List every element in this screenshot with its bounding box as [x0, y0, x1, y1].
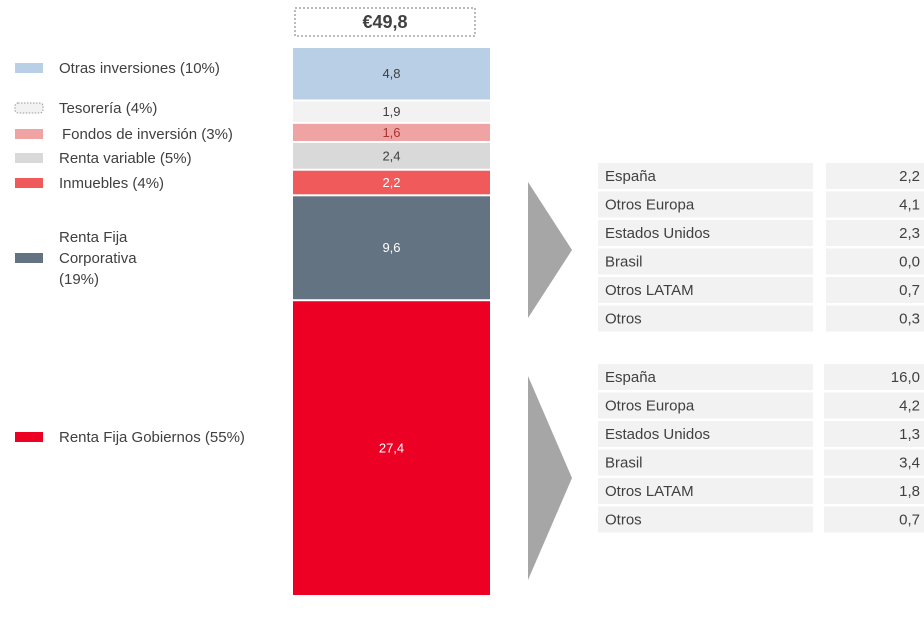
table-value: 3,4 — [899, 454, 920, 471]
table-cell — [598, 220, 813, 246]
legend-swatch — [15, 153, 43, 163]
table-label: Brasil — [605, 454, 643, 471]
legend-label: Fondos de inversión (3%) — [62, 125, 233, 143]
table-value: 2,2 — [899, 168, 920, 185]
table-cell — [824, 364, 924, 390]
table-label: Otros LATAM — [605, 483, 694, 500]
table-cell — [824, 392, 924, 419]
table-label: Otros LATAM — [605, 282, 694, 299]
legend-swatch — [15, 178, 43, 188]
table-label: Otros Europa — [605, 196, 695, 213]
table-cell — [826, 305, 924, 332]
table-label: Estados Unidos — [605, 426, 710, 443]
data-label: 1,9 — [382, 104, 400, 119]
table-value: 2,3 — [899, 225, 920, 242]
table-cell — [598, 506, 813, 533]
legend-swatch — [15, 253, 43, 263]
bar-segment — [293, 48, 490, 100]
table-label: Estados Unidos — [605, 225, 710, 242]
data-label: 27,4 — [379, 441, 404, 456]
bar-segment — [293, 301, 490, 595]
bar-segment — [293, 196, 490, 300]
table-cell — [826, 248, 924, 275]
legend-swatch — [15, 129, 43, 139]
legend-label: Renta Fija Gobiernos (55%) — [59, 428, 245, 446]
legend-label: Tesorería (4%) — [59, 99, 158, 117]
table-value: 1,3 — [899, 426, 920, 443]
legend-swatch — [15, 63, 43, 73]
data-label: 1,6 — [382, 125, 400, 140]
legend-label: Renta variable (5%) — [59, 149, 192, 167]
table-cell — [826, 277, 924, 303]
table-label: Otros Europa — [605, 397, 695, 414]
legend-label: Renta Fija Corporativa (19%) — [59, 228, 137, 288]
table-cell — [824, 421, 924, 447]
legend-label: Inmuebles (4%) — [59, 174, 165, 192]
data-label: 4,8 — [382, 66, 400, 81]
table-cell — [826, 191, 924, 218]
table-cell — [598, 478, 813, 504]
table-cell — [598, 277, 813, 303]
table-cell — [824, 478, 924, 504]
table-cell — [824, 449, 924, 476]
table-cell — [598, 449, 813, 476]
table-label: Otros — [605, 511, 642, 528]
table-cell — [826, 220, 924, 246]
legend-swatch — [15, 432, 43, 442]
table-cell — [826, 163, 924, 189]
table-value: 0,7 — [899, 282, 920, 299]
table-value: 0,3 — [899, 310, 920, 327]
data-label: 2,4 — [382, 148, 400, 163]
arrow — [528, 182, 572, 318]
table-cell — [598, 421, 813, 447]
table-cell — [824, 506, 924, 533]
legend-swatch — [14, 102, 44, 114]
table-cell — [598, 163, 813, 189]
table-cell — [598, 364, 813, 390]
bar-segment — [293, 142, 490, 169]
table-value: 1,8 — [899, 483, 920, 500]
table-cell — [598, 248, 813, 275]
table-value: 4,2 — [899, 397, 920, 414]
data-label: 2,2 — [382, 175, 400, 190]
bar-segment — [293, 170, 490, 195]
table-label: España — [605, 369, 657, 386]
arrow — [528, 376, 572, 580]
data-label: 9,6 — [382, 240, 400, 255]
table-cell — [598, 191, 813, 218]
bar-segment — [293, 123, 490, 141]
total-box — [294, 7, 476, 37]
table-cell — [598, 392, 813, 419]
table-label: España — [605, 168, 657, 185]
table-value: 16,0 — [891, 369, 920, 386]
table-label: Brasil — [605, 253, 643, 270]
table-value: 0,7 — [899, 511, 920, 528]
total-label: €49,8 — [362, 12, 407, 32]
table-cell — [598, 305, 813, 332]
table-label: Otros — [605, 310, 642, 327]
table-value: 4,1 — [899, 196, 920, 213]
legend-label: Otras inversiones (10%) — [59, 59, 220, 77]
bar-segment — [293, 101, 490, 122]
table-value: 0,0 — [899, 253, 920, 270]
